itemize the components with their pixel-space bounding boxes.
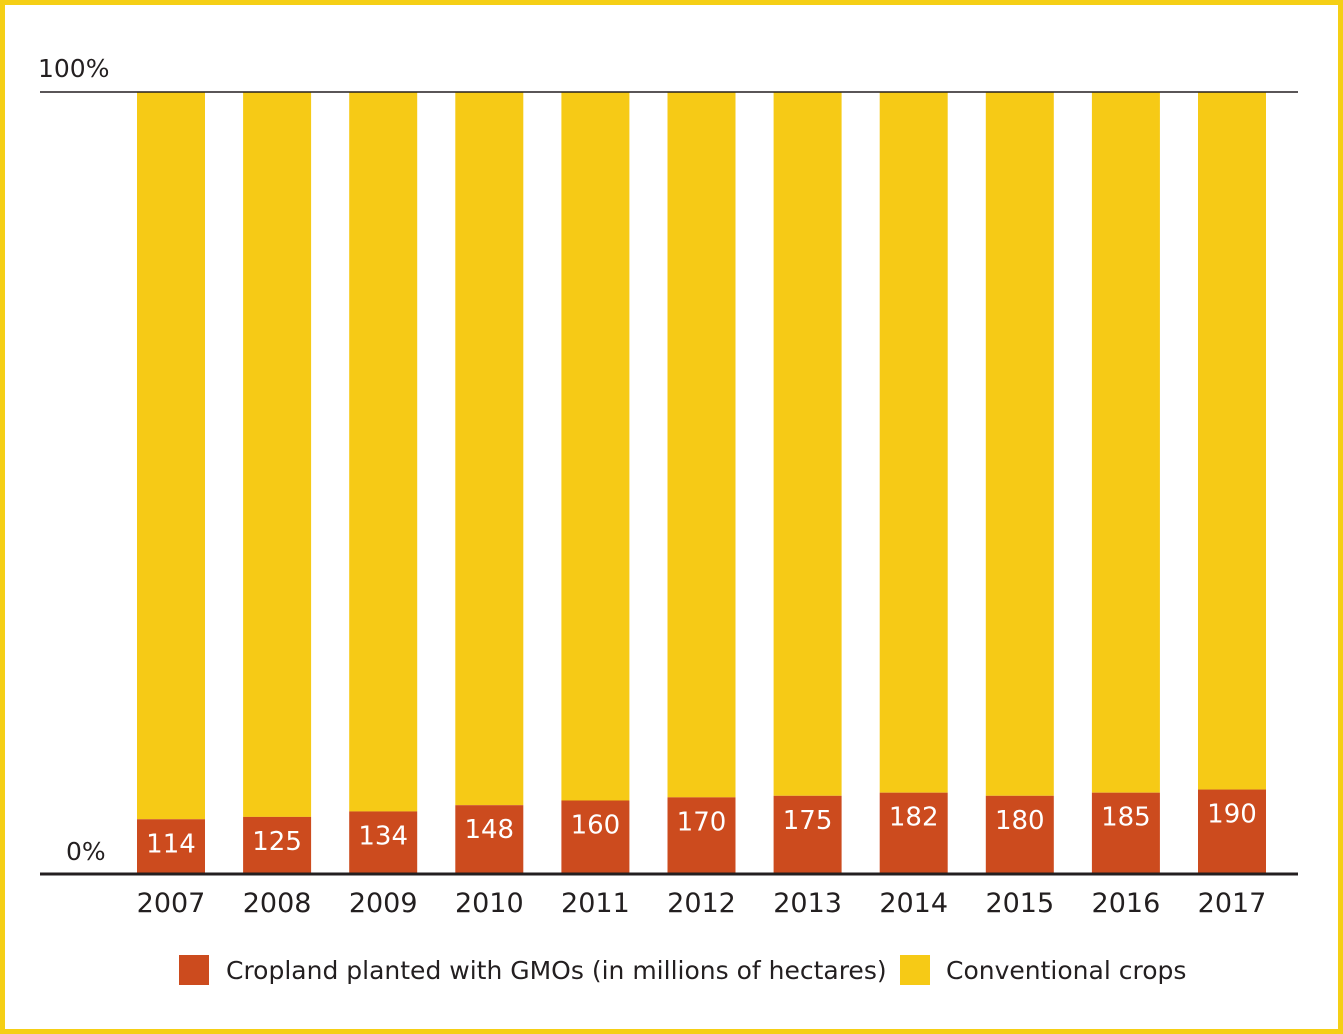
bar-gmo-2012 <box>667 797 736 874</box>
bar-gmo-2011 <box>561 800 630 874</box>
legend-swatch-gmo <box>179 955 209 985</box>
bar-value-label-2007: 114 <box>146 829 196 859</box>
labels-layer: 114 2007 125 2008 134 2009 148 2010 160 2011 170 20… <box>137 800 1267 919</box>
bar-gmo-2015 <box>985 795 1054 874</box>
bar-value-label-2013: 175 <box>783 806 833 836</box>
bar-conventional-2014 <box>879 92 948 793</box>
x-tick-label-2017: 2017 <box>1198 888 1267 919</box>
bar-conventional-2013 <box>773 92 842 796</box>
bar-conventional-2009 <box>349 92 418 812</box>
bar-gmo-2016 <box>1091 792 1160 874</box>
bar-conventional-2011 <box>561 92 630 801</box>
x-tick-label-2015: 2015 <box>985 888 1054 919</box>
legend-swatch-conventional <box>900 955 930 985</box>
bar-gmo-2008 <box>243 816 312 874</box>
bar-conventional-2008 <box>243 92 312 817</box>
bar-gmo-2013 <box>773 795 842 874</box>
bar-conventional-2016 <box>1091 92 1160 793</box>
x-tick-label-2008: 2008 <box>243 888 312 919</box>
bar-conventional-2010 <box>455 92 524 806</box>
bar-gmo-2009 <box>349 811 418 874</box>
bar-gmo-2007 <box>137 819 205 874</box>
bar-conventional-2017 <box>1198 92 1266 790</box>
bar-value-label-2010: 148 <box>464 815 514 845</box>
bar-value-label-2014: 182 <box>889 803 939 833</box>
x-tick-label-2013: 2013 <box>773 888 842 919</box>
bar-value-label-2008: 125 <box>252 827 302 857</box>
y-tick-100: 100% <box>38 54 109 83</box>
bar-value-label-2016: 185 <box>1101 803 1151 833</box>
bar-conventional-2007 <box>137 92 205 820</box>
bar-value-label-2012: 170 <box>677 807 727 837</box>
x-tick-label-2012: 2012 <box>667 888 736 919</box>
x-tick-label-2016: 2016 <box>1092 888 1161 919</box>
legend: Cropland planted with GMOs (in millions … <box>179 955 1186 985</box>
x-tick-label-2009: 2009 <box>349 888 418 919</box>
x-tick-label-2011: 2011 <box>561 888 630 919</box>
bar-conventional-2012 <box>667 92 736 798</box>
bar-value-label-2015: 180 <box>995 806 1045 836</box>
legend-label-gmo: Cropland planted with GMOs (in millions … <box>226 956 887 985</box>
bar-value-label-2017: 190 <box>1207 800 1257 830</box>
x-tick-label-2007: 2007 <box>137 888 206 919</box>
x-tick-label-2014: 2014 <box>879 888 948 919</box>
bar-value-label-2009: 134 <box>358 821 408 851</box>
bars-layer <box>137 92 1266 874</box>
bar-gmo-2010 <box>455 805 524 874</box>
bar-conventional-2015 <box>985 92 1054 796</box>
y-tick-0: 0% <box>66 837 106 866</box>
bar-gmo-2014 <box>879 792 948 874</box>
bar-gmo-2017 <box>1198 789 1266 874</box>
legend-label-conventional: Conventional crops <box>946 956 1186 985</box>
x-tick-label-2010: 2010 <box>455 888 524 919</box>
bar-value-label-2011: 160 <box>571 810 621 840</box>
